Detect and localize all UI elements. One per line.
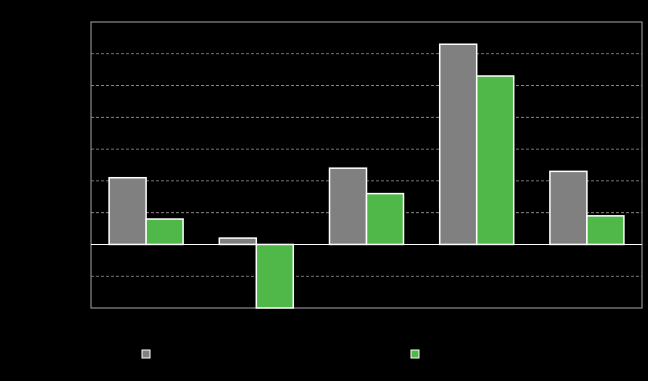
plot-border (90, 21, 643, 309)
bar (475, 75, 515, 246)
bar (328, 167, 368, 246)
bar (549, 170, 588, 246)
bar (365, 192, 405, 246)
bar (108, 176, 147, 246)
legend-swatch (410, 349, 420, 359)
legend-swatch (141, 349, 151, 359)
bar (586, 215, 625, 246)
bar (255, 243, 295, 309)
bar (218, 237, 258, 246)
bar (438, 43, 478, 246)
bar (145, 218, 184, 246)
